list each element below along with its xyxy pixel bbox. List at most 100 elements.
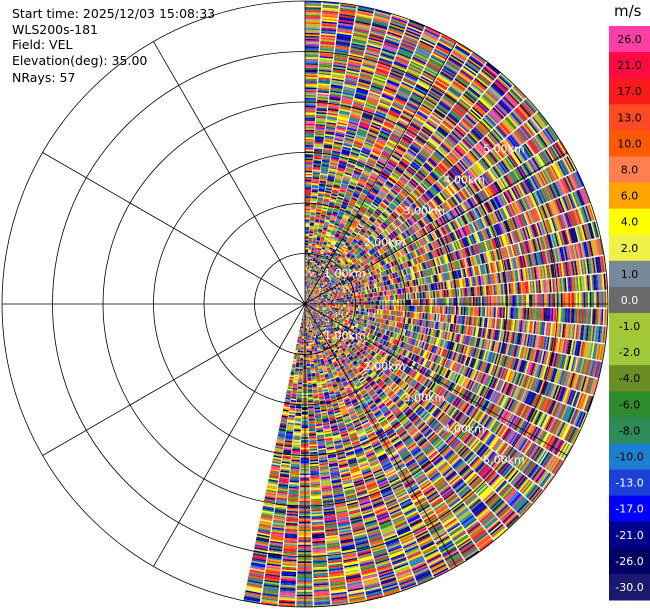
- velocity-gate: [339, 13, 355, 18]
- velocity-gate: [305, 117, 316, 120]
- velocity-gate: [342, 228, 348, 232]
- velocity-gate: [310, 257, 313, 260]
- velocity-gate: [319, 219, 325, 222]
- velocity-gate: [316, 201, 323, 204]
- velocity-gate: [344, 225, 349, 230]
- velocity-gate: [339, 243, 344, 248]
- velocity-gate: [401, 174, 410, 182]
- velocity-gate: [397, 144, 407, 151]
- velocity-gate: [360, 151, 370, 157]
- velocity-gate: [437, 103, 450, 113]
- velocity-gate: [331, 242, 335, 246]
- velocity-gate: [319, 264, 322, 267]
- velocity-gate: [349, 183, 356, 188]
- velocity-gate: [436, 43, 452, 53]
- velocity-gate: [404, 32, 420, 40]
- velocity-gate: [314, 270, 317, 273]
- velocity-gate: [360, 176, 368, 181]
- velocity-gate: [424, 123, 435, 132]
- velocity-gate: [367, 209, 373, 215]
- velocity-gate: [315, 125, 326, 128]
- velocity-gate: [328, 169, 337, 173]
- velocity-gate: [358, 125, 369, 131]
- velocity-gate: [332, 72, 345, 76]
- velocity-gate: [378, 58, 393, 65]
- velocity-gate: [305, 61, 319, 64]
- velocity-gate: [324, 282, 328, 285]
- velocity-gate: [419, 131, 430, 139]
- velocity-gate: [452, 108, 464, 118]
- velocity-gate: [321, 15, 338, 18]
- velocity-gate: [485, 90, 498, 102]
- velocity-gate: [329, 222, 334, 226]
- velocity-gate: [360, 229, 366, 234]
- velocity-gate: [328, 249, 332, 253]
- velocity-gate: [326, 123, 337, 127]
- velocity-gate: [368, 194, 376, 199]
- velocity-gate: [412, 160, 422, 168]
- velocity-gate: [372, 213, 379, 219]
- velocity-gate: [306, 290, 308, 293]
- velocity-gate: [422, 102, 434, 111]
- velocity-gate: [337, 196, 344, 200]
- velocity-gate: [305, 55, 319, 58]
- velocity-gate: [323, 251, 328, 254]
- velocity-gate: [305, 143, 314, 146]
- velocity-gate: [499, 74, 513, 87]
- velocity-gate: [305, 146, 314, 149]
- velocity-gate: [327, 268, 331, 272]
- velocity-gate: [326, 122, 337, 125]
- velocity-gate: [453, 147, 464, 157]
- velocity-gate: [363, 167, 372, 173]
- velocity-gate: [359, 230, 365, 235]
- velocity-gate: [312, 295, 314, 297]
- velocity-gate: [306, 285, 307, 288]
- velocity-gate: [305, 137, 314, 140]
- velocity-gate: [420, 130, 431, 138]
- velocity-gate: [463, 64, 478, 75]
- velocity-gate: [418, 79, 431, 88]
- velocity-gate: [411, 191, 419, 199]
- velocity-gate: [336, 33, 352, 37]
- velocity-gate: [400, 159, 410, 166]
- velocity-gate: [311, 249, 315, 252]
- velocity-gate: [350, 112, 362, 117]
- velocity-gate: [388, 139, 398, 146]
- velocity-gate: [444, 117, 456, 127]
- velocity-gate: [453, 49, 468, 59]
- velocity-gate: [320, 266, 324, 269]
- velocity-gate: [360, 72, 373, 78]
- velocity-gate: [351, 109, 362, 114]
- velocity-gate: [312, 173, 320, 176]
- velocity-gate: [399, 46, 414, 54]
- velocity-gate: [305, 113, 316, 115]
- velocity-gate: [306, 292, 308, 294]
- velocity-gate: [332, 66, 346, 70]
- velocity-gate: [311, 280, 314, 283]
- velocity-gate: [321, 233, 326, 236]
- velocity-gate: [384, 184, 392, 190]
- velocity-gate: [305, 291, 307, 294]
- velocity-gate: [359, 75, 372, 81]
- velocity-gate: [412, 55, 427, 63]
- velocity-gate: [418, 152, 428, 161]
- velocity-gate: [403, 76, 417, 84]
- velocity-gate: [458, 122, 469, 133]
- velocity-gate: [305, 58, 319, 61]
- velocity-gate: [430, 88, 443, 97]
- velocity-gate: [355, 236, 360, 241]
- velocity-gate: [325, 234, 330, 238]
- velocity-gate: [366, 162, 375, 168]
- velocity-gate: [345, 169, 354, 173]
- velocity-gate: [341, 152, 350, 156]
- velocity-gate: [412, 119, 423, 127]
- velocity-gate: [309, 286, 312, 289]
- velocity-gate: [389, 175, 398, 182]
- velocity-gate: [374, 221, 381, 226]
- velocity-gate: [466, 60, 481, 71]
- velocity-gate: [370, 204, 377, 210]
- velocity-gate: [327, 264, 330, 268]
- velocity-gate: [366, 196, 374, 202]
- velocity-gate: [346, 130, 356, 135]
- velocity-gate: [311, 243, 316, 246]
